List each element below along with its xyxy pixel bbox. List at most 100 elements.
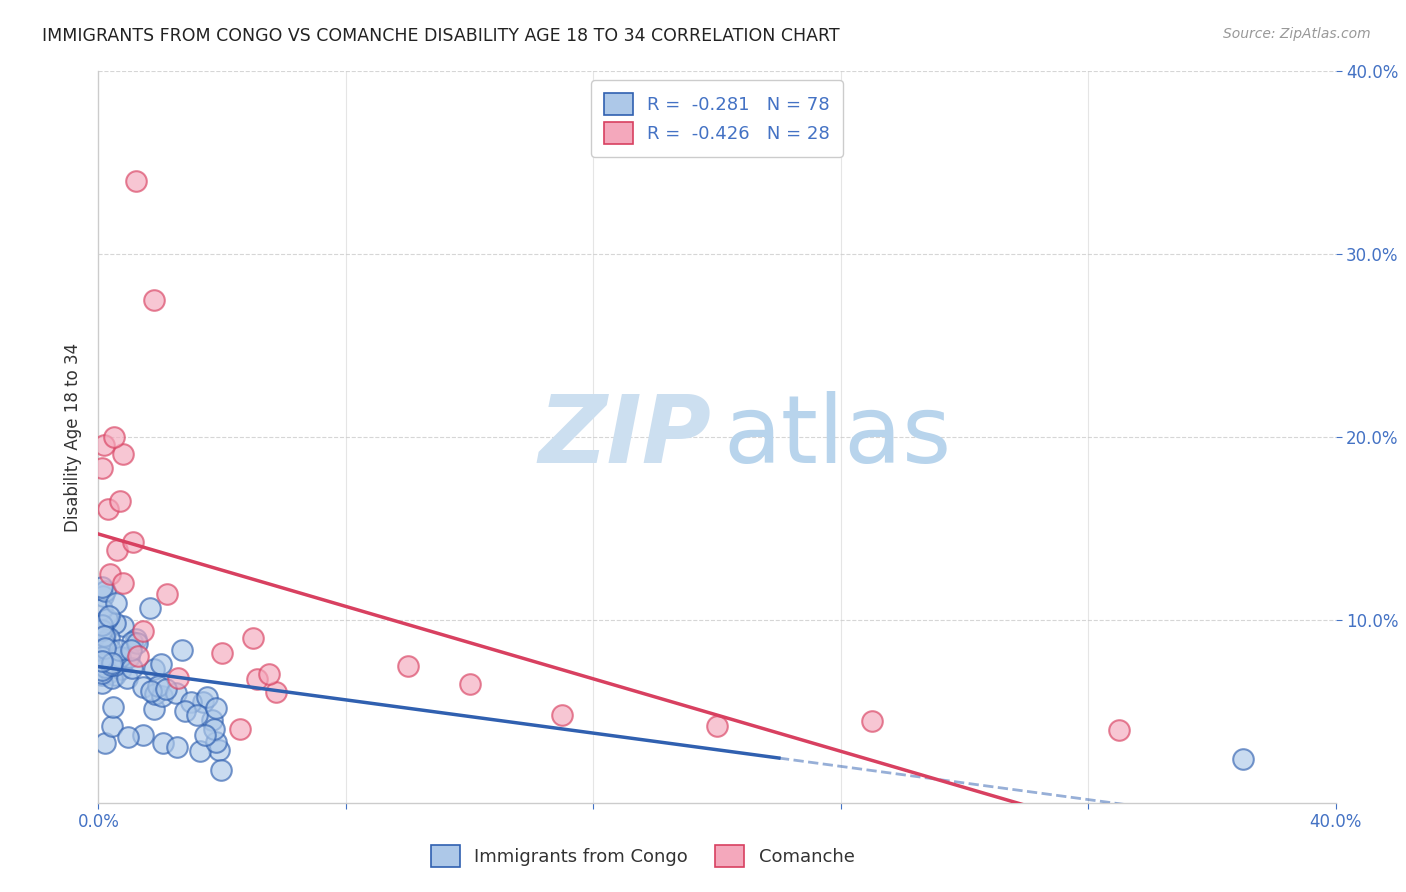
Point	[142, 702, 165, 716]
Point	[145, 687, 167, 701]
Point	[149, 657, 172, 671]
Point	[167, 671, 190, 685]
Point	[209, 763, 232, 777]
Point	[191, 695, 214, 709]
Text: atlas: atlas	[723, 391, 952, 483]
Point	[104, 667, 127, 681]
Point	[201, 713, 224, 727]
Point	[104, 657, 127, 672]
Point	[101, 719, 124, 733]
Point	[211, 646, 233, 660]
Y-axis label: Disability Age 18 to 34: Disability Age 18 to 34	[63, 343, 82, 532]
Point	[94, 584, 117, 599]
Point	[551, 708, 574, 723]
Point	[139, 601, 162, 615]
Point	[132, 624, 155, 638]
Point	[108, 650, 131, 665]
Point	[98, 641, 121, 656]
Point	[132, 728, 155, 742]
Point	[195, 690, 218, 704]
Point	[98, 567, 121, 582]
Point	[107, 643, 129, 657]
Point	[101, 656, 124, 670]
Point	[257, 667, 280, 681]
Point	[124, 174, 146, 188]
Point	[242, 632, 264, 646]
Point	[155, 682, 177, 697]
Point	[112, 575, 135, 590]
Point	[139, 684, 162, 698]
Point	[101, 671, 124, 685]
Point	[229, 722, 252, 736]
Point	[90, 675, 112, 690]
Point	[90, 624, 112, 638]
Point	[90, 663, 112, 677]
Point	[208, 743, 231, 757]
Point	[174, 705, 197, 719]
Point	[150, 689, 173, 703]
Point	[90, 665, 112, 680]
Point	[127, 636, 149, 650]
Point	[90, 617, 112, 632]
Point	[91, 601, 114, 615]
Point	[90, 461, 112, 475]
Text: IMMIGRANTS FROM CONGO VS COMANCHE DISABILITY AGE 18 TO 34 CORRELATION CHART: IMMIGRANTS FROM CONGO VS COMANCHE DISABI…	[42, 27, 839, 45]
Point	[94, 660, 117, 674]
Point	[180, 695, 202, 709]
Text: ZIP: ZIP	[538, 391, 711, 483]
Point	[205, 700, 228, 714]
Point	[121, 634, 143, 648]
Point	[118, 650, 141, 665]
Point	[117, 730, 139, 744]
Point	[202, 723, 225, 737]
Point	[91, 589, 114, 603]
Point	[93, 629, 115, 643]
Point	[125, 632, 148, 647]
Point	[97, 502, 120, 516]
Point	[143, 293, 166, 307]
Point	[148, 679, 170, 693]
Point	[458, 677, 481, 691]
Point	[186, 708, 208, 723]
Point	[156, 587, 179, 601]
Point	[246, 672, 269, 686]
Point	[108, 494, 131, 508]
Point	[90, 580, 112, 594]
Point	[396, 658, 419, 673]
Point	[1108, 723, 1130, 737]
Point	[860, 714, 883, 728]
Point	[94, 736, 117, 750]
Point	[90, 649, 112, 664]
Point	[264, 685, 287, 699]
Point	[90, 648, 112, 663]
Point	[91, 635, 114, 649]
Point	[94, 627, 117, 641]
Point	[96, 612, 118, 626]
Point	[205, 734, 228, 748]
Point	[107, 543, 129, 558]
Point	[104, 615, 127, 630]
Point	[120, 642, 142, 657]
Point	[91, 654, 114, 668]
Point	[165, 686, 187, 700]
Point	[104, 596, 127, 610]
Point	[194, 728, 217, 742]
Point	[112, 447, 135, 461]
Point	[104, 652, 127, 666]
Point	[103, 430, 125, 444]
Point	[100, 658, 122, 673]
Point	[188, 744, 211, 758]
Text: Source: ZipAtlas.com: Source: ZipAtlas.com	[1223, 27, 1371, 41]
Point	[96, 667, 118, 681]
Point	[127, 648, 149, 663]
Legend: Immigrants from Congo, Comanche: Immigrants from Congo, Comanche	[425, 838, 862, 874]
Point	[1232, 752, 1254, 766]
Point	[122, 534, 145, 549]
Point	[111, 619, 134, 633]
Point	[91, 640, 114, 655]
Point	[98, 609, 121, 624]
Point	[166, 739, 188, 754]
Point	[93, 437, 115, 451]
Point	[706, 719, 728, 733]
Point	[97, 631, 120, 645]
